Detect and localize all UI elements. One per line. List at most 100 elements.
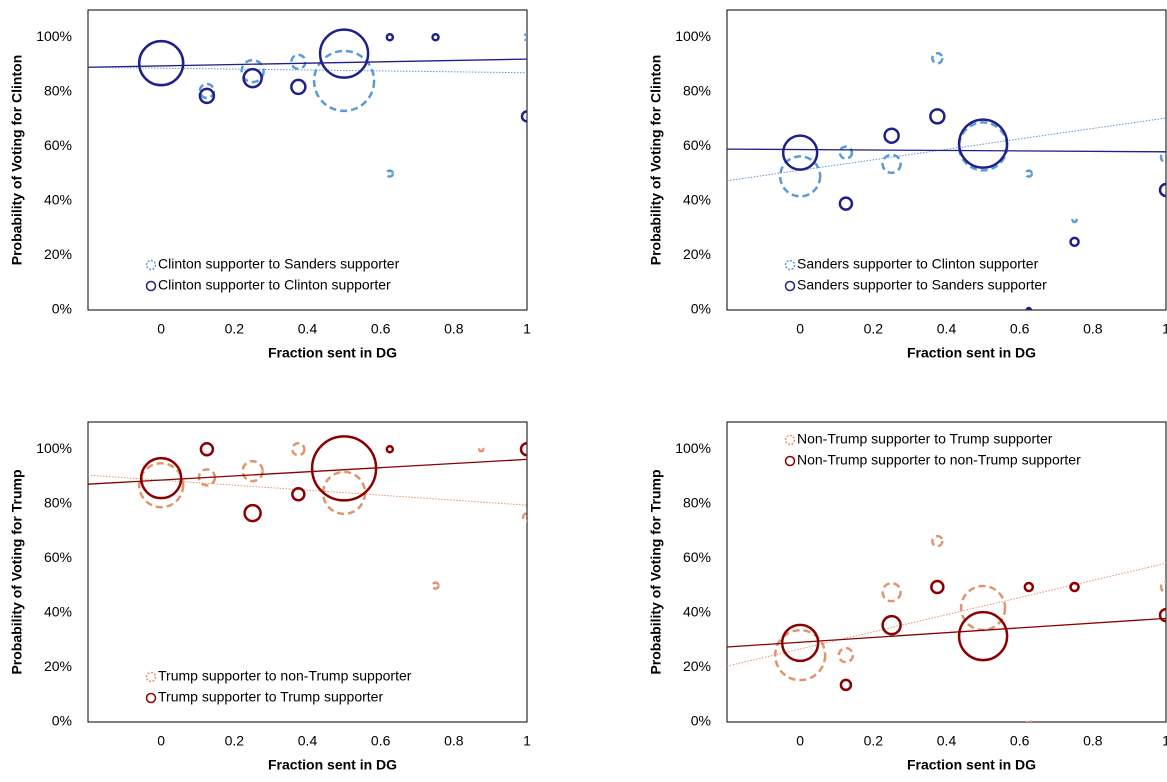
legend-symbol (145, 280, 157, 292)
x-tick-label: 0.4 (298, 733, 318, 749)
y-tick-label: 80% (683, 83, 711, 99)
plot-area (88, 435, 527, 590)
legend-label: Clinton supporter to Sanders supporter (158, 256, 400, 272)
x-axis-title: Fraction sent in DG (268, 757, 397, 773)
bubble (837, 646, 855, 664)
y-tick-label: 60% (683, 549, 711, 565)
x-axis-title: Fraction sent in DG (907, 757, 1036, 773)
bubble (318, 28, 370, 79)
chart: 0% 20% 40% 60% 80% 100% 0 0.2 0.4 0.6 0.8 1 Fraction… (9, 421, 531, 773)
chart: 0% 20% 40% 60% 80% 100% 0 0.2 0.4 0.6 0.8 1 Fraction… (648, 421, 1167, 773)
legend-label: Clinton supporter to Clinton supporter (158, 277, 391, 293)
x-tick-label: 1 (1162, 733, 1167, 749)
legend-symbol (145, 259, 157, 271)
x-axis-title: Fraction sent in DG (907, 345, 1036, 361)
y-tick-label: 20% (683, 658, 711, 674)
bubble (291, 487, 306, 502)
chart: 0% 20% 40% 60% 80% 100% 0 0.2 0.4 0.6 0.8 1 Fraction… (648, 9, 1167, 361)
bubble (385, 169, 395, 178)
bubble (1158, 182, 1166, 198)
bubble (290, 53, 307, 71)
bubble (881, 153, 902, 175)
legend-label: Trump supporter to non-Trump supporter (158, 668, 412, 684)
bubble (521, 512, 527, 523)
trend-line (88, 58, 527, 68)
bubble (1159, 151, 1166, 164)
y-axis-title: Probability of Voting for Trump (648, 469, 664, 674)
x-tick-label: 1 (523, 733, 531, 749)
bubble (520, 110, 527, 123)
x-tick-label: 0.8 (1083, 733, 1103, 749)
bubble (139, 456, 183, 500)
legend-symbol (784, 434, 796, 446)
x-axis-title: Fraction sent in DG (268, 345, 397, 361)
bubble (290, 78, 307, 96)
y-tick-label: 40% (44, 604, 72, 620)
bubble (1023, 581, 1035, 593)
y-tick-label: 80% (683, 495, 711, 511)
bubble (478, 446, 485, 453)
y-tick-label: 60% (44, 137, 72, 153)
bubble (781, 134, 819, 171)
bubble (1158, 607, 1166, 623)
y-tick-label: 100% (675, 28, 711, 44)
y-tick-label: 60% (683, 137, 711, 153)
bubble (198, 87, 216, 105)
y-axis-title: Probability of Voting for Clinton (648, 55, 664, 266)
legend-label: Non-Trump supporter to non-Trump support… (797, 452, 1081, 468)
legend-symbol (145, 671, 157, 683)
bubble (931, 52, 944, 65)
y-tick-label: 20% (44, 246, 72, 262)
bubble (881, 581, 902, 603)
x-tick-label: 0.6 (371, 733, 391, 749)
x-tick-label: 0 (796, 321, 804, 337)
trend-line (727, 117, 1166, 182)
bubble (1024, 169, 1034, 178)
bubble (291, 442, 306, 457)
legend-symbol (145, 692, 157, 704)
legend-label: Sanders supporter to Clinton supporter (797, 256, 1039, 272)
bubble (385, 33, 395, 42)
y-tick-label: 20% (683, 246, 711, 262)
y-tick-label: 0% (691, 713, 711, 729)
bubble (778, 155, 822, 198)
bubble (312, 49, 376, 113)
x-tick-label: 0 (796, 733, 804, 749)
plot-area (88, 28, 527, 178)
y-tick-label: 0% (52, 713, 72, 729)
bubble (431, 581, 440, 590)
y-tick-label: 0% (52, 301, 72, 317)
x-tick-label: 0.8 (1083, 321, 1103, 337)
bubble (931, 534, 944, 548)
trend-line (727, 562, 1166, 667)
y-tick-label: 40% (44, 192, 72, 208)
chart: 0% 20% 40% 60% 80% 100% 0 0.2 0.4 0.6 0.8 1 Fraction… (9, 9, 531, 361)
bubble (243, 503, 262, 523)
y-tick-label: 20% (44, 658, 72, 674)
bubble (957, 121, 1009, 172)
bubble (431, 33, 440, 42)
x-tick-label: 0 (157, 321, 165, 337)
legend-symbol (784, 280, 796, 292)
x-tick-label: 0.2 (864, 733, 884, 749)
x-tick-label: 0.6 (1010, 733, 1030, 749)
bubble (881, 614, 902, 636)
y-tick-label: 80% (44, 495, 72, 511)
bubble (199, 442, 215, 457)
y-tick-label: 100% (36, 28, 72, 44)
x-tick-label: 0.8 (444, 733, 464, 749)
plot-frame (87, 421, 528, 723)
plot-area (727, 534, 1166, 722)
bubble (240, 58, 265, 84)
bubble (839, 678, 853, 692)
bubble (957, 610, 1009, 662)
bubble (1071, 216, 1078, 224)
trend-line (88, 474, 527, 506)
x-tick-label: 0.2 (864, 321, 884, 337)
bubble (321, 470, 367, 516)
x-tick-label: 0.4 (937, 321, 957, 337)
legend-label: Non-Trump supporter to Trump supporter (797, 431, 1053, 447)
x-tick-label: 0.8 (444, 321, 464, 337)
x-tick-label: 0.4 (937, 733, 957, 749)
